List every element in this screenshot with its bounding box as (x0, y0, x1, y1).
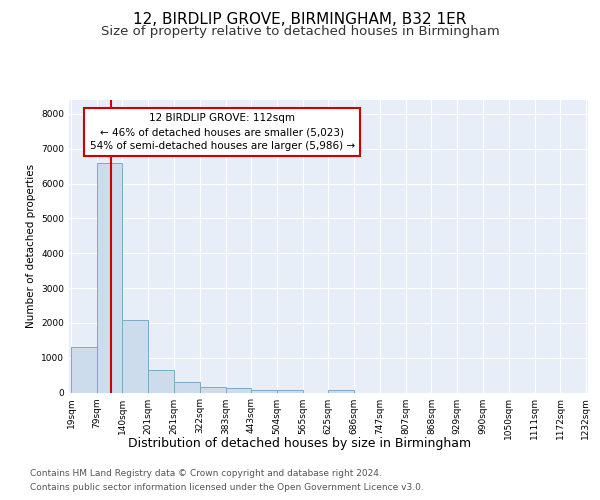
Bar (200, 388, 226, 392)
Bar (71, 347, 97, 393)
Text: 12, BIRDLIP GROVE, BIRMINGHAM, B32 1ER: 12, BIRDLIP GROVE, BIRMINGHAM, B32 1ER (133, 12, 467, 28)
Text: Size of property relative to detached houses in Birmingham: Size of property relative to detached ho… (101, 25, 499, 38)
Bar (226, 388, 251, 392)
Text: Contains public sector information licensed under the Open Government Licence v3: Contains public sector information licen… (30, 482, 424, 492)
Text: Distribution of detached houses by size in Birmingham: Distribution of detached houses by size … (128, 438, 472, 450)
Y-axis label: Number of detached properties: Number of detached properties (26, 164, 35, 328)
Bar (122, 320, 148, 392)
Bar (174, 382, 200, 392)
Bar (277, 390, 303, 392)
Text: 12 BIRDLIP GROVE: 112sqm
← 46% of detached houses are smaller (5,023)
54% of sem: 12 BIRDLIP GROVE: 112sqm ← 46% of detach… (89, 113, 355, 151)
Text: Contains HM Land Registry data © Crown copyright and database right 2024.: Contains HM Land Registry data © Crown c… (30, 469, 382, 478)
Bar (328, 390, 354, 392)
Bar (251, 390, 277, 392)
Bar (97, 162, 122, 392)
Bar (148, 370, 174, 392)
